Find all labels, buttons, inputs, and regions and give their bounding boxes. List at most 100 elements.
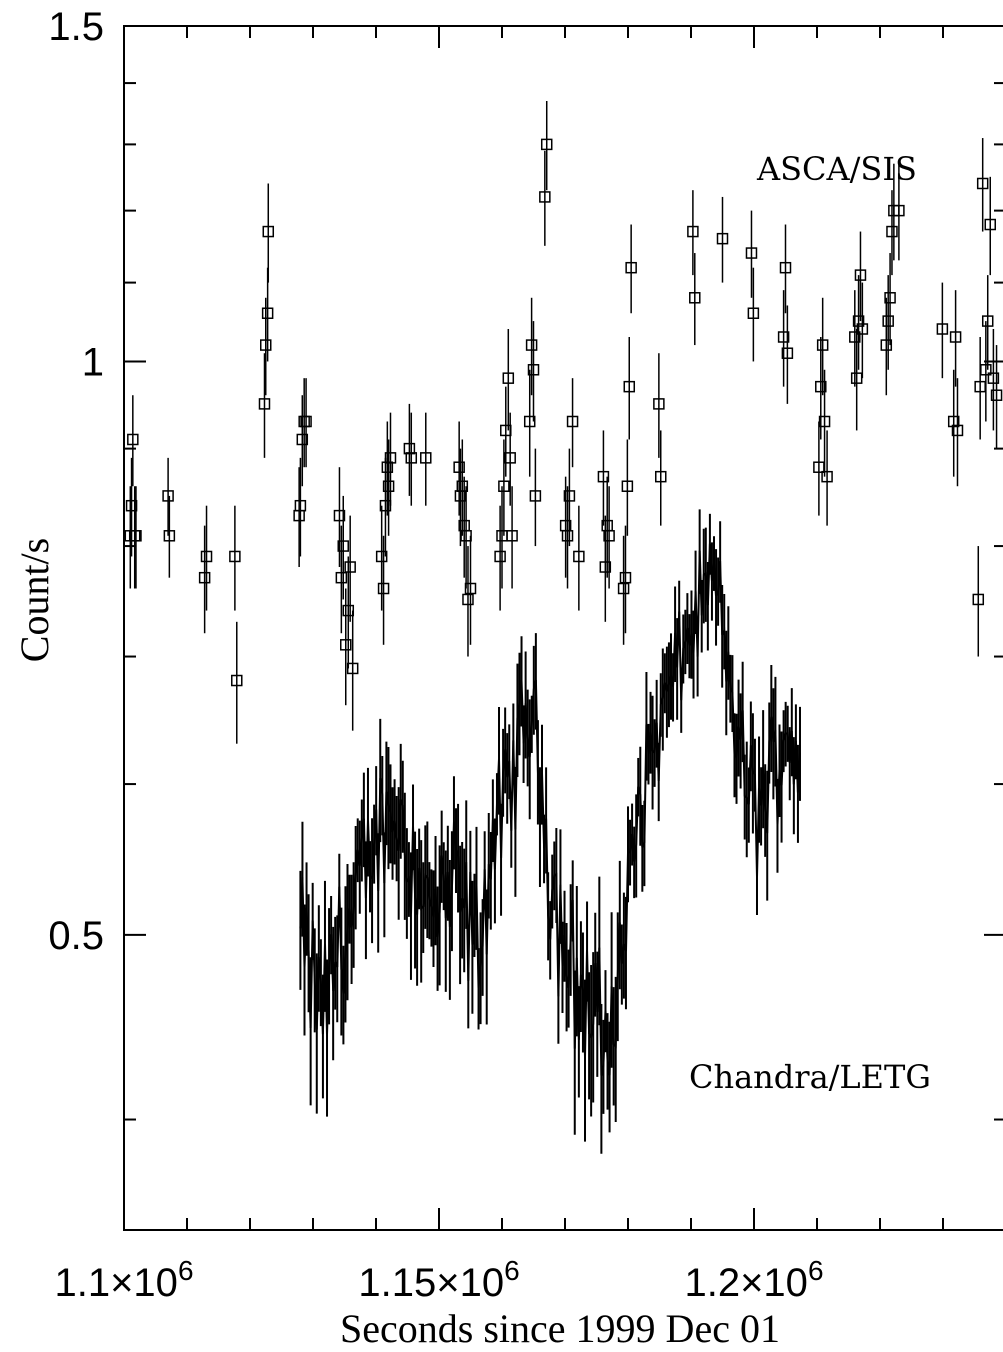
asca-data-point [229,550,241,563]
asca-data-point [162,490,174,502]
asca-data-point [623,380,636,393]
asca-data-point [523,415,536,428]
asca-data-point [456,480,469,492]
asca-data-point [716,232,729,245]
asca-data-point [880,339,893,351]
asca-data-point [525,339,538,351]
asca-data-point [619,571,632,584]
asca-data-point [852,315,865,327]
letg-light-curve [299,543,801,1076]
asca-data-point [599,561,612,573]
plot-frame [123,25,1003,1231]
y-axis-label: Count/s [12,538,57,662]
asca-data-point [403,442,416,455]
y-tick-label: 1.5 [48,5,104,49]
asca-data-point [231,674,243,687]
asca-data-point [947,415,960,428]
letg-series [299,509,801,1154]
asca-data-point [344,561,356,573]
asca-data-point [747,307,760,319]
axis-ticks [123,25,1003,1230]
asca-data-point [346,662,359,675]
asca-data-point [200,550,213,563]
asca-data-point [502,372,515,384]
asca-data-point [163,530,176,542]
asca-data-point [980,364,992,376]
x-tick-label: 1.15×106 [358,1255,519,1305]
asca-data-point [566,415,579,428]
asca-data-point [262,225,275,238]
x-axis-label: Seconds since 1999 Dec 01 [340,1306,780,1351]
asca-data-point [655,470,667,483]
asca-data-point [453,461,465,473]
asca-data-point [529,490,542,502]
asca-data-point [976,177,989,190]
asca-data-point [617,582,630,595]
asca-data-point [296,433,309,446]
asca-data-point [987,372,1000,384]
asca-data-point [405,452,418,464]
asca-data-point [464,582,477,595]
x-tick-label: 1.2×106 [684,1255,823,1305]
asca-data-point [815,380,827,393]
asca-data-point [625,261,637,274]
asca-data-point [462,593,474,606]
annotation-chandra-letg: Chandra/LETG [689,1058,931,1096]
asca-data-point [198,571,211,584]
asca-data-point [621,480,634,492]
asca-data-point [527,364,540,376]
asca-data-point [882,315,894,327]
asca-data-point [745,247,758,259]
asca-series [124,101,1003,744]
asca-data-point [333,509,346,522]
asca-data-point [689,292,701,304]
asca-data-point [294,499,307,512]
asca-data-point [984,218,996,231]
asca-data-point [816,339,829,351]
asca-data-point [127,433,139,446]
asca-data-point [981,315,994,327]
asca-data-point [653,398,665,410]
asca-data-point [951,424,964,437]
asca-data-point [603,530,615,542]
asca-data-point [563,490,576,502]
asca-data-point [494,550,506,563]
asca-data-point [506,530,518,542]
asca-data-point [972,593,985,606]
asca-data-point [375,550,388,563]
asca-data-point [781,347,794,359]
asca-data-point [687,225,699,238]
asca-data-point [340,639,352,651]
asca-data-point [818,415,831,428]
asca-data-point [260,339,272,351]
annotation-asca-sis: ASCA/SIS [756,150,917,188]
asca-data-point [420,452,432,464]
asca-data-point [382,480,395,492]
asca-data-point [261,307,274,319]
asca-data-point [854,269,867,281]
asca-data-point [561,530,574,542]
tick-labels: 0.5 1 1.5 1.1×106 1.15×106 1.2×106 [48,5,823,1305]
asca-data-point [540,138,553,151]
asca-data-point [893,204,905,217]
asca-data-point [504,452,516,464]
y-tick-label: 0.5 [48,914,104,958]
asca-data-point [377,582,390,595]
asca-data-point [777,331,790,343]
asca-data-point [779,261,792,274]
asca-data-point [130,530,142,542]
asca-data-point [539,191,551,203]
asca-data-point [849,331,861,343]
y-tick-label: 1 [82,340,104,384]
asca-data-point [384,452,397,464]
asca-data-point [300,415,312,428]
asca-data-point [258,398,271,410]
asca-data-point [856,323,869,335]
asca-data-point [949,331,962,343]
asca-data-point [573,550,585,563]
x-tick-label: 1.1×106 [54,1255,193,1305]
asca-data-point [821,470,833,483]
asca-data-point [337,540,349,552]
asca-data-point [990,389,1003,401]
